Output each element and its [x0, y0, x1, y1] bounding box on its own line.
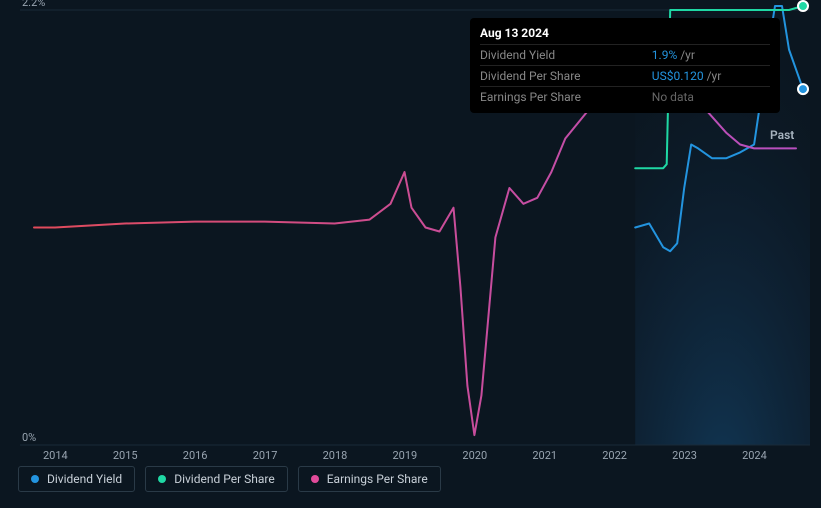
past-label: Past [770, 128, 794, 142]
tooltip-row-label: Dividend Yield [480, 45, 652, 66]
y-tick-label: 0% [22, 431, 36, 444]
legend-label: Earnings Per Share [327, 472, 428, 486]
x-tick-label: 2022 [602, 449, 627, 462]
x-tick-label: 2023 [672, 449, 697, 462]
x-tick-label: 2015 [113, 449, 138, 462]
tooltip-row-value: No data [652, 87, 770, 108]
x-tick-label: 2018 [323, 449, 348, 462]
tooltip-row-label: Earnings Per Share [480, 87, 652, 108]
y-tick-label: 2.2% [22, 0, 45, 9]
end-marker-dividend_per_share [798, 1, 808, 11]
legend-label: Dividend Per Share [174, 472, 275, 486]
legend-dot-icon [311, 475, 319, 483]
x-tick-label: 2021 [532, 449, 557, 462]
legend-item-dividend_yield[interactable]: Dividend Yield [18, 466, 135, 492]
x-tick-label: 2017 [253, 449, 278, 462]
tooltip-date: Aug 13 2024 [480, 24, 770, 42]
x-tick-label: 2020 [462, 449, 487, 462]
end-marker-dividend_yield [798, 84, 808, 94]
dividend-chart: { "chart": { "width": 821, "height": 508… [0, 0, 821, 508]
x-tick-label: 2019 [393, 449, 418, 462]
x-tick-label: 2014 [43, 449, 68, 462]
x-tick-label: 2016 [183, 449, 208, 462]
legend-item-earnings_per_share[interactable]: Earnings Per Share [298, 466, 441, 492]
legend-item-dividend_per_share[interactable]: Dividend Per Share [145, 466, 288, 492]
tooltip-row-value: 1.9% /yr [652, 45, 770, 66]
legend-dot-icon [31, 475, 39, 483]
tooltip-row-value: US$0.120 /yr [652, 66, 770, 87]
chart-tooltip: Aug 13 2024 Dividend Yield1.9% /yrDivide… [470, 18, 780, 113]
tooltip-table: Dividend Yield1.9% /yrDividend Per Share… [480, 44, 770, 107]
tooltip-row-label: Dividend Per Share [480, 66, 652, 87]
chart-legend: Dividend Yield Dividend Per Share Earnings… [18, 466, 441, 492]
legend-label: Dividend Yield [47, 472, 122, 486]
legend-dot-icon [158, 475, 166, 483]
x-tick-label: 2024 [742, 449, 767, 462]
